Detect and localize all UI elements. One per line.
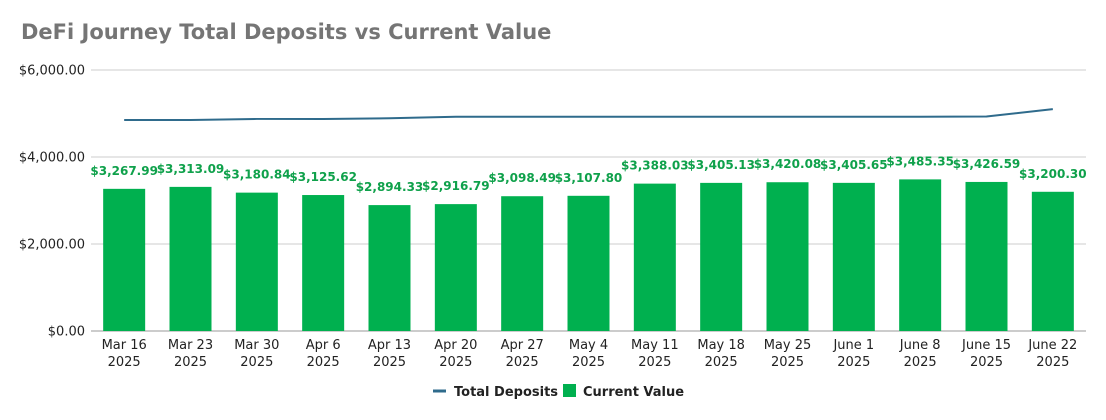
- bar-data-label: $3,200.30: [1019, 167, 1087, 181]
- bar-current-value: [700, 182, 743, 331]
- x-tick-label: Apr 27: [501, 338, 544, 353]
- legend-bar-swatch: [563, 384, 576, 397]
- bar-current-value: [766, 182, 809, 331]
- bar-data-label: $3,388.03: [621, 159, 689, 173]
- bar-current-value: [368, 205, 411, 331]
- bar-current-value: [434, 204, 477, 331]
- x-tick-label-year: 2025: [108, 355, 141, 370]
- x-tick-label: May 4: [569, 338, 608, 353]
- x-tick-label: May 25: [764, 338, 812, 353]
- bar-current-value: [169, 186, 212, 331]
- bar-data-label: $2,916.79: [422, 179, 490, 193]
- x-tick-label: Mar 23: [168, 338, 213, 353]
- x-tick-label-year: 2025: [240, 355, 273, 370]
- x-tick-label-year: 2025: [1036, 355, 1069, 370]
- bar-data-label: $3,125.62: [289, 170, 357, 184]
- y-tick-label: $6,000.00: [19, 64, 85, 79]
- x-tick-label-year: 2025: [638, 355, 671, 370]
- x-tick-label: Mar 16: [102, 338, 147, 353]
- x-tick-label-year: 2025: [970, 355, 1003, 370]
- x-tick-label: June 15: [961, 338, 1011, 353]
- bar-data-label: $3,405.13: [687, 158, 755, 172]
- bar-data-label: $2,894.33: [356, 180, 424, 194]
- x-tick-label: June 1: [832, 338, 874, 353]
- bar-data-label: $3,267.99: [90, 164, 158, 178]
- y-tick-label: $0.00: [48, 325, 85, 340]
- y-tick-label: $2,000.00: [19, 238, 85, 253]
- bar-current-value: [302, 195, 345, 331]
- x-tick-label-year: 2025: [439, 355, 472, 370]
- x-tick-label-year: 2025: [506, 355, 539, 370]
- x-tick-label: Apr 13: [368, 338, 411, 353]
- x-tick-label-year: 2025: [904, 355, 937, 370]
- x-tick-label: May 11: [631, 338, 679, 353]
- x-tick-label-year: 2025: [771, 355, 804, 370]
- x-tick-label: Apr 20: [434, 338, 477, 353]
- x-tick-label: June 8: [899, 338, 941, 353]
- bar-data-label: $3,180.84: [223, 168, 291, 182]
- bar-current-value: [567, 195, 610, 331]
- bar-current-value: [899, 179, 942, 331]
- x-tick-label-year: 2025: [572, 355, 605, 370]
- legend-label-total-deposits: Total Deposits: [454, 385, 558, 400]
- bar-current-value: [501, 196, 544, 331]
- x-tick-label: Apr 6: [306, 338, 341, 353]
- x-tick-label-year: 2025: [307, 355, 340, 370]
- bar-current-value: [1031, 191, 1074, 331]
- x-tick-label: May 18: [697, 338, 745, 353]
- bar-current-value: [103, 188, 146, 331]
- legend-label-current-value: Current Value: [583, 385, 684, 400]
- bar-data-label: $3,420.08: [754, 157, 822, 171]
- bar-data-label: $3,405.65: [820, 158, 888, 172]
- bar-data-label: $3,426.59: [953, 157, 1021, 171]
- bar-current-value: [633, 183, 676, 331]
- bar-current-value: [832, 182, 875, 331]
- line-total-deposits: [124, 108, 1053, 122]
- chart-title: DeFi Journey Total Deposits vs Current V…: [21, 20, 552, 44]
- bar-data-label: $3,098.49: [488, 171, 556, 185]
- bar-data-label: $3,107.80: [555, 171, 623, 185]
- x-tick-label-year: 2025: [837, 355, 870, 370]
- x-tick-label-year: 2025: [174, 355, 207, 370]
- y-tick-label: $4,000.00: [19, 151, 85, 166]
- x-tick-label: Mar 30: [234, 338, 279, 353]
- x-tick-label: June 22: [1027, 338, 1077, 353]
- bar-data-label: $3,485.35: [886, 154, 954, 168]
- bar-current-value: [965, 181, 1008, 331]
- x-tick-label-year: 2025: [705, 355, 738, 370]
- x-tick-label-year: 2025: [373, 355, 406, 370]
- bar-data-label: $3,313.09: [157, 162, 225, 176]
- bar-current-value: [235, 192, 278, 331]
